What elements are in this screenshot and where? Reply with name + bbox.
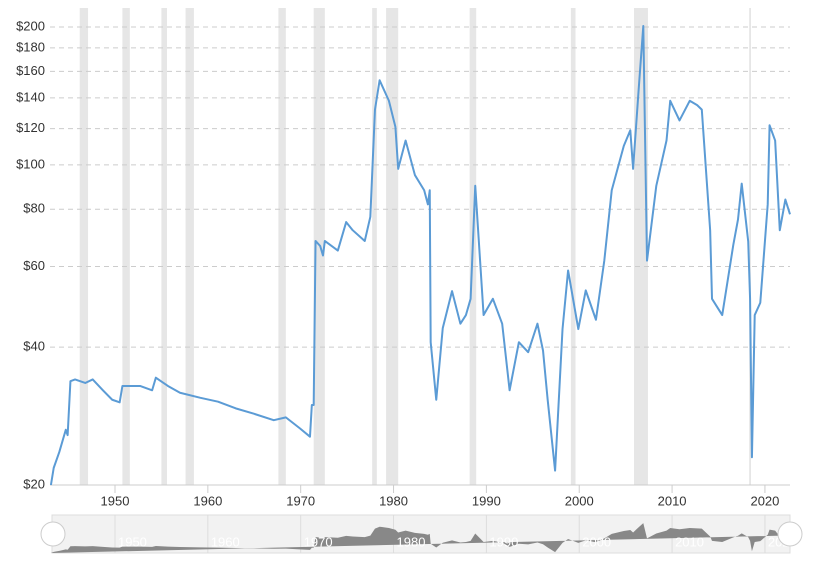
- x-tick-label: 1980: [379, 493, 408, 508]
- y-tick-label: $60: [23, 258, 45, 273]
- y-tick-label: $180: [16, 39, 45, 54]
- shaded-period: [122, 8, 130, 485]
- x-tick-label: 1970: [286, 493, 315, 508]
- navigator-tick-label: 2000: [582, 534, 611, 549]
- series-line: [49, 24, 791, 486]
- navigator-tick-label: 1970: [304, 534, 333, 549]
- x-tick-label: 1960: [193, 493, 222, 508]
- x-tick-label: 1950: [101, 493, 130, 508]
- plot: [49, 24, 791, 486]
- x-tick-label: 2000: [565, 493, 594, 508]
- y-tick-label: $20: [23, 476, 45, 491]
- shaded-period: [386, 8, 399, 485]
- x-tick-label: 1990: [472, 493, 501, 508]
- y-tick-label: $160: [16, 63, 45, 78]
- y-tick-label: $140: [16, 89, 45, 104]
- shaded-period: [570, 8, 576, 485]
- navigator-tick-label: 1990: [489, 534, 518, 549]
- y-tick-label: $40: [23, 339, 45, 354]
- shaded-period: [79, 8, 89, 485]
- navigator-area: [50, 523, 791, 553]
- shaded-period: [313, 8, 325, 485]
- shaded-period: [185, 8, 194, 485]
- shaded-period: [372, 8, 377, 485]
- y-tick-label: $120: [16, 120, 45, 135]
- navigator-handle[interactable]: [40, 521, 66, 547]
- shades: [79, 8, 752, 485]
- y-tick-label: $100: [16, 156, 45, 171]
- y-tick-label: $200: [16, 18, 45, 33]
- shaded-period: [749, 8, 752, 485]
- y-tick-label: $80: [23, 201, 45, 216]
- x-tick-label: 2010: [658, 493, 687, 508]
- navigator-handle[interactable]: [777, 521, 803, 547]
- shaded-period: [161, 8, 167, 485]
- navigator-tick-label: 2010: [675, 534, 704, 549]
- navigator-tick-label: 1980: [397, 534, 426, 549]
- navigator-tick-label: 1960: [211, 534, 240, 549]
- navigator-tick-label: 1950: [118, 534, 147, 549]
- grid: $20 $40 $60 $80 $100 $120 $140 $160 $180 $200 1950…: [16, 18, 790, 508]
- shaded-period: [278, 8, 286, 485]
- x-tick-label: 2020: [750, 493, 779, 508]
